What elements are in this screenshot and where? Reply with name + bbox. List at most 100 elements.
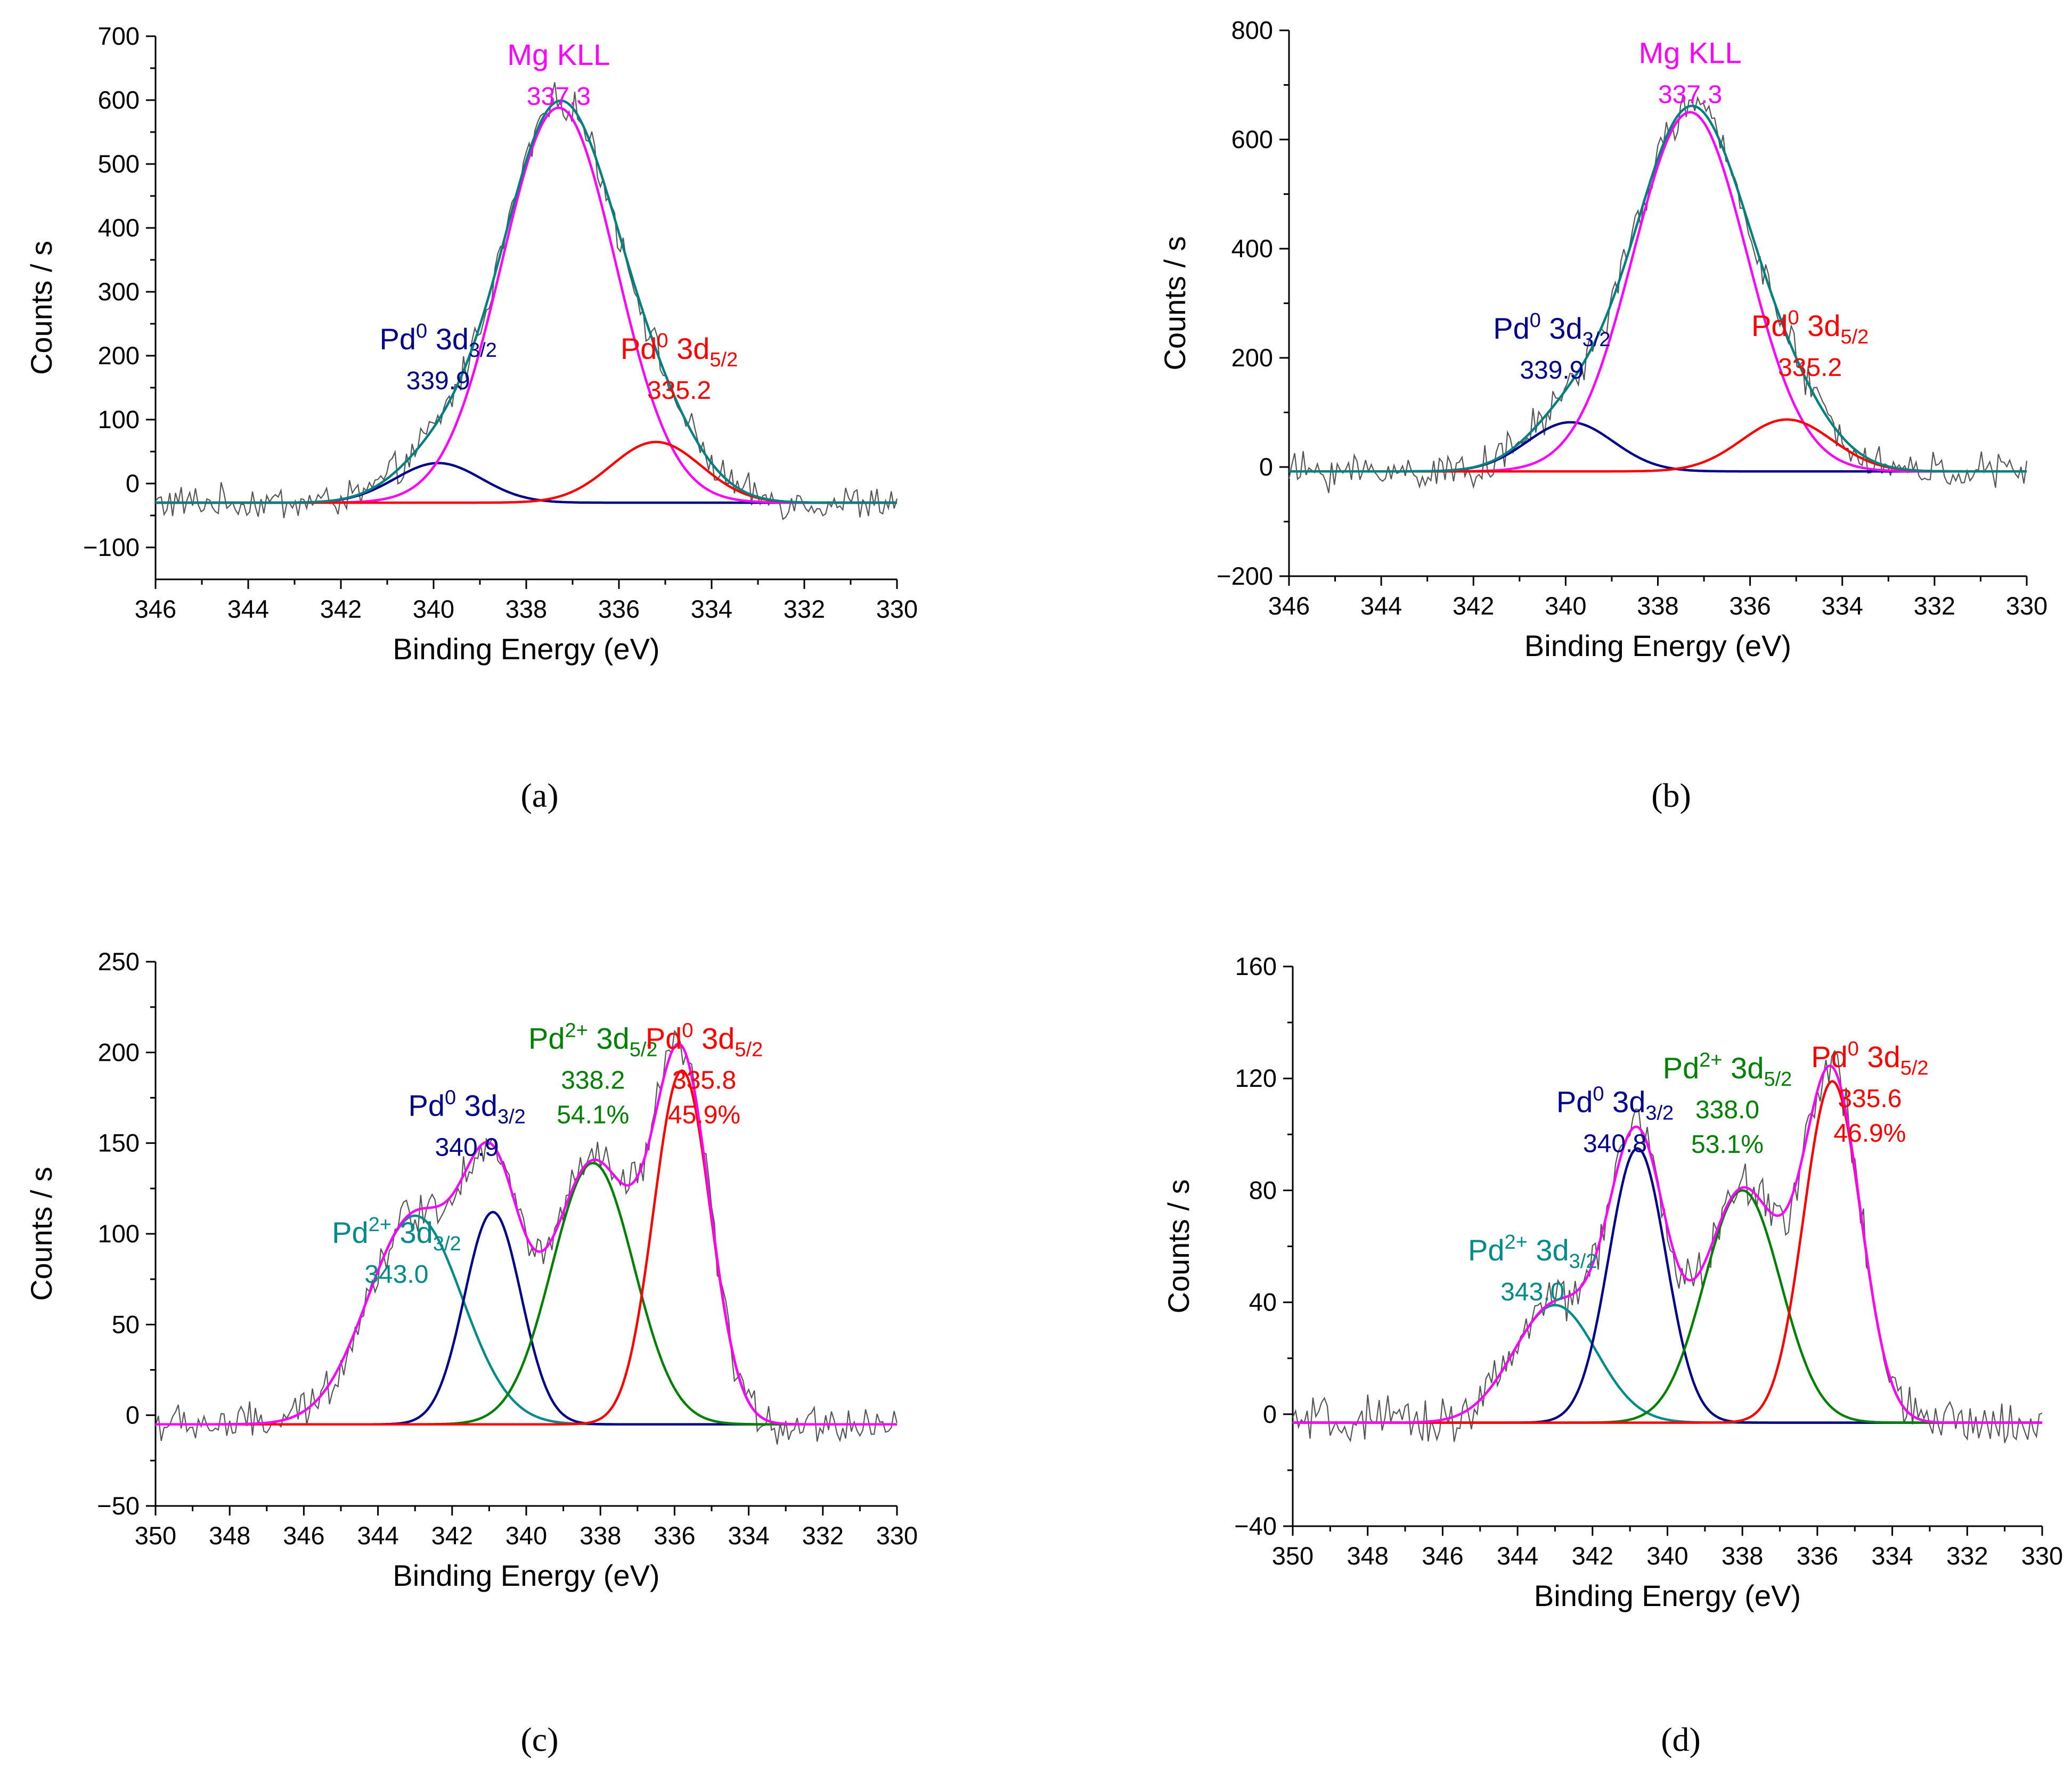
x-tick-label: 334 — [1871, 1542, 1913, 1570]
x-axis-title: Binding Energy (eV) — [1534, 1579, 1801, 1612]
peak-value: 340.9 — [435, 1134, 499, 1162]
x-tick-label: 336 — [654, 1521, 695, 1550]
y-tick-label: 160 — [1235, 952, 1277, 980]
peak-value: 335.2 — [647, 376, 711, 405]
x-tick-label: 330 — [2021, 1542, 2063, 1570]
y-tick-label: 120 — [1235, 1064, 1277, 1092]
x-tick-label: 346 — [1422, 1542, 1463, 1570]
peak-label: Pd0 3d5/2 — [1811, 1038, 1928, 1079]
peak-label: Pd0 3d5/2 — [646, 1020, 763, 1061]
raw-data-line — [155, 82, 898, 521]
peak-fit-line — [156, 1210, 897, 1426]
x-tick-label: 330 — [2006, 592, 2047, 620]
x-tick-label: 338 — [580, 1521, 621, 1550]
x-tick-label: 332 — [1914, 592, 1955, 620]
panel-label: (a) — [520, 776, 558, 814]
y-tick-label: 0 — [1263, 1400, 1277, 1428]
x-tick-label: 334 — [1822, 592, 1863, 620]
peak-percent: 46.9% — [1833, 1119, 1906, 1148]
peak-value: 340.8 — [1583, 1129, 1647, 1158]
x-tick-label: 344 — [227, 595, 269, 623]
x-tick-label: 336 — [1729, 592, 1771, 620]
y-axis-title: Counts / s — [25, 1167, 58, 1301]
x-tick-label: 340 — [505, 1521, 547, 1550]
panel-b: 346 344 342 340 338 336 334 332 330 800 600 400 200 0… — [1158, 16, 2047, 814]
peak-percent: 45.9% — [668, 1101, 740, 1129]
raw-data-line — [1292, 1050, 2043, 1443]
peak-fit-line — [156, 107, 897, 504]
panel-label: (d) — [1661, 1721, 1701, 1758]
y-tick-label: −100 — [83, 533, 140, 561]
peak-label: Mg KLL — [507, 38, 610, 71]
peak-label: Pd0 3d3/2 — [1556, 1083, 1674, 1124]
envelope-fit-line — [1289, 104, 2027, 473]
peak-percent: 54.1% — [557, 1101, 629, 1129]
y-axis-title: Counts / s — [1162, 1179, 1195, 1313]
panel-label: (b) — [1651, 776, 1691, 814]
peak-value: 337.3 — [1658, 81, 1722, 109]
peak-label: Pd2+ 3d5/2 — [528, 1020, 658, 1061]
y-tick-label: 300 — [98, 277, 140, 306]
y-tick-label: 40 — [1249, 1288, 1277, 1316]
x-tick-label: 336 — [1797, 1542, 1838, 1570]
y-axis-title: Counts / s — [1158, 236, 1192, 370]
x-tick-label: 332 — [784, 595, 825, 623]
x-tick-label: 346 — [1268, 592, 1310, 620]
peak-value: 335.2 — [1778, 354, 1842, 382]
peak-fit-line — [1293, 1304, 2042, 1424]
x-tick-label: 338 — [505, 595, 547, 623]
envelope-fit-line — [1293, 1064, 2042, 1424]
y-tick-label: 100 — [98, 1219, 140, 1248]
x-tick-label: 344 — [357, 1521, 398, 1550]
x-tick-label: 344 — [1360, 592, 1402, 620]
peak-value: 339.9 — [406, 367, 470, 395]
peak-value: 339.9 — [1520, 356, 1584, 384]
panel-c: 350 348 346 344 342 340 338 336 334 332 330 250 200 1… — [25, 947, 918, 1758]
peak-label: Pd2+ 3d3/2 — [332, 1214, 461, 1255]
x-axis-title: Binding Energy (eV) — [1524, 629, 1791, 662]
peak-value: 343.0 — [1500, 1278, 1564, 1306]
peak-label: Pd0 3d3/2 — [1493, 309, 1610, 351]
y-tick-label: 600 — [98, 86, 140, 114]
x-tick-label: 346 — [283, 1521, 324, 1550]
x-tick-label: 342 — [1453, 592, 1494, 620]
y-tick-label: 250 — [98, 947, 140, 976]
x-tick-label: 336 — [598, 595, 640, 623]
peak-label: Pd2+ 3d3/2 — [1468, 1231, 1597, 1273]
x-tick-label: 342 — [320, 595, 362, 623]
x-tick-label: 344 — [1497, 1542, 1538, 1570]
y-tick-label: 500 — [98, 150, 140, 178]
x-tick-label: 350 — [135, 1521, 176, 1550]
peak-fit-line — [156, 440, 897, 504]
peak-value: 335.8 — [672, 1067, 736, 1095]
peak-value: 335.6 — [1838, 1085, 1902, 1113]
x-axis-title: Binding Energy (eV) — [393, 632, 659, 666]
x-tick-label: 340 — [413, 595, 454, 623]
peak-fit-line — [156, 1161, 897, 1426]
x-tick-label: 342 — [1572, 1542, 1613, 1570]
y-tick-label: 200 — [1231, 343, 1273, 372]
y-tick-label: 400 — [1231, 234, 1273, 263]
x-tick-label: 330 — [876, 595, 918, 623]
x-tick-label: 334 — [691, 595, 732, 623]
x-axis-title: Binding Energy (eV) — [393, 1559, 659, 1592]
peak-value: 337.3 — [527, 83, 591, 111]
envelope-fit-line — [156, 99, 897, 504]
panel-d: 350 348 346 344 342 340 338 336 334 332 330 160 120 8… — [1162, 952, 2063, 1758]
raw-data-line — [1288, 94, 2028, 493]
x-tick-label: 334 — [728, 1521, 769, 1550]
peak-label: Mg KLL — [1639, 36, 1742, 70]
peak-label: Pd0 3d3/2 — [408, 1087, 525, 1128]
y-tick-label: 150 — [98, 1129, 140, 1157]
peak-value: 338.2 — [561, 1067, 625, 1095]
y-tick-label: 200 — [98, 1038, 140, 1066]
y-tick-label: −200 — [1217, 562, 1273, 590]
x-tick-label: 332 — [1946, 1542, 1988, 1570]
panel-label: (c) — [520, 1721, 558, 1758]
y-tick-label: 0 — [126, 469, 140, 497]
y-tick-label: 400 — [98, 214, 140, 242]
x-tick-label: 342 — [431, 1521, 473, 1550]
y-tick-label: −50 — [97, 1492, 140, 1520]
panel-a: 346 344 342 340 338 336 334 332 330 700 600 500 400 3… — [25, 22, 918, 814]
